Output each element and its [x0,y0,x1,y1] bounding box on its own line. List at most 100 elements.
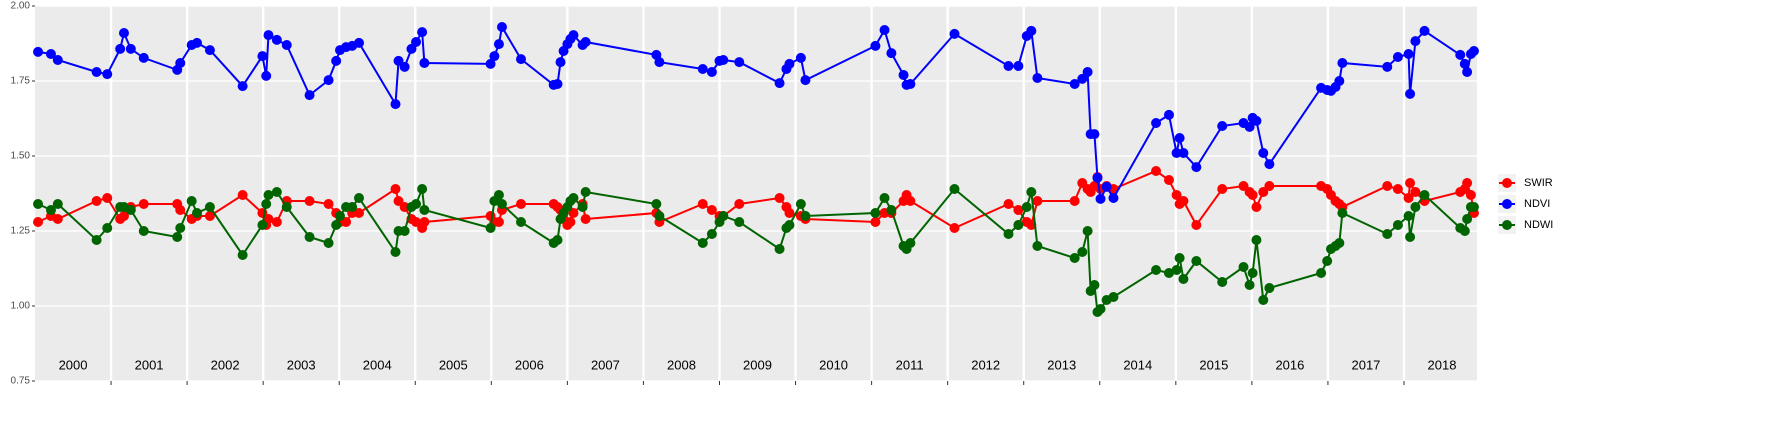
data-point [261,199,272,209]
data-point [496,22,507,32]
data-point [172,232,183,242]
data-point [784,220,795,230]
data-point [1217,277,1228,287]
data-point [489,51,500,62]
data-point [411,199,422,209]
data-point [1247,190,1258,200]
data-point [1337,208,1348,218]
year-label: 2011 [896,357,924,372]
data-point [1082,226,1093,236]
data-point [118,28,129,38]
data-point [1334,238,1345,248]
data-point [515,54,526,65]
data-point [323,238,334,248]
data-point [870,208,881,218]
data-point [1382,61,1393,72]
data-point [555,57,566,68]
year-label: 2016 [1275,357,1304,372]
data-point [1108,292,1119,302]
data-point [515,217,526,227]
data-point [1013,205,1024,215]
data-point [697,199,708,209]
data-point [1191,162,1202,173]
data-point [1419,190,1430,200]
data-point [568,208,579,218]
y-tick-label: 1.25 [11,226,31,237]
data-point [1459,58,1470,69]
data-point [800,75,811,86]
data-point [1178,196,1189,206]
data-point [1174,253,1185,263]
data-point [175,223,186,233]
data-point [331,220,342,230]
data-point [795,199,806,209]
data-point [1174,133,1185,143]
data-point [1462,178,1473,188]
data-point [870,40,881,51]
data-point [1171,148,1182,158]
y-tick-label: 1.00 [11,301,31,312]
data-point [237,81,248,92]
data-point [393,196,404,206]
data-point [1419,25,1430,36]
year-label: 2015 [1199,357,1228,372]
data-point [175,58,186,68]
data-point [237,250,248,260]
data-point [91,67,102,77]
data-point [1171,265,1182,275]
legend-key-point [1502,199,1512,209]
data-point [1089,280,1100,290]
data-point [1258,187,1269,197]
data-point [1405,88,1416,99]
legend-label: NDWI [1524,219,1553,231]
data-point [774,78,785,89]
data-point [949,184,960,194]
data-point [1410,187,1421,197]
data-point [263,30,274,41]
data-point [697,64,708,74]
data-point [102,69,113,80]
year-label: 2012 [971,357,1000,372]
data-point [191,208,202,218]
data-point [263,214,274,224]
data-point [1382,229,1393,239]
data-point [102,223,113,233]
data-point [191,37,202,48]
data-point [1026,25,1037,36]
data-point [281,202,292,212]
legend-label: NDVI [1524,198,1550,210]
year-label: 2010 [819,357,848,372]
data-point [949,223,960,233]
data-point [493,217,504,227]
data-point [304,232,315,242]
data-point [1405,232,1416,242]
data-point [341,217,352,227]
data-point [734,199,745,209]
data-point [1264,283,1275,293]
data-point [33,217,44,227]
data-point [1191,220,1202,230]
data-point [1392,52,1403,62]
data-point [399,226,410,236]
data-point [1244,280,1255,290]
data-point [1405,178,1416,188]
data-point [496,199,507,209]
data-point [565,217,576,227]
data-point [515,199,526,209]
data-point [1095,304,1106,314]
data-point [115,43,126,54]
data-point [1251,115,1262,126]
data-point [353,193,364,203]
data-point [138,226,149,236]
data-point [1089,129,1100,140]
data-point [580,37,591,47]
data-point [1082,67,1093,77]
data-point [52,214,63,224]
data-point [411,37,422,47]
year-label: 2013 [1047,357,1076,372]
year-label: 2017 [1351,357,1380,372]
data-point [45,49,56,59]
data-point [1316,268,1327,278]
data-point [1455,49,1466,60]
y-tick-label: 0.75 [11,376,31,387]
